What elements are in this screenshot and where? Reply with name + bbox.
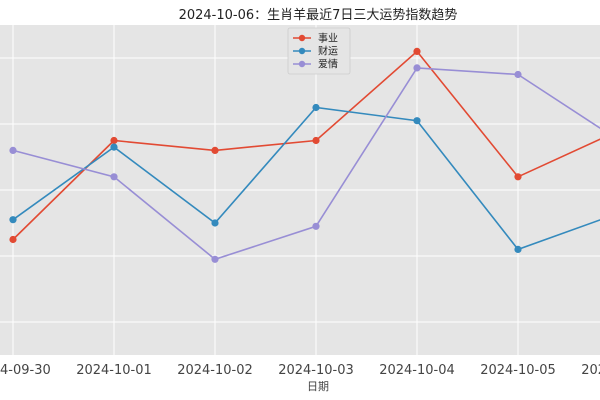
x-tick-label: 2024-10-05 — [480, 363, 556, 378]
legend-label: 财运 — [318, 45, 338, 58]
data-point — [211, 255, 219, 263]
series-1 — [9, 47, 600, 244]
legend-label: 爱情 — [318, 58, 338, 71]
data-point — [413, 117, 421, 125]
x-tick-label: 2024-10-04 — [379, 363, 455, 378]
data-point — [413, 47, 421, 56]
x-tick-label: 2024-09-30 — [0, 363, 51, 378]
series-2 — [9, 103, 600, 253]
data-point — [9, 216, 17, 224]
data-point — [413, 64, 421, 72]
data-point — [312, 103, 320, 112]
data-point — [514, 173, 522, 181]
data-point — [110, 173, 118, 181]
series-layer — [9, 47, 600, 263]
data-point — [9, 146, 17, 154]
data-point — [110, 143, 118, 151]
legend-item: 爱情 — [293, 58, 338, 71]
legend-item: 财运 — [293, 45, 338, 58]
data-point — [312, 136, 320, 145]
legend-item: 事业 — [293, 32, 338, 45]
x-tick-label: 2024-10-01 — [76, 363, 152, 378]
data-point — [211, 146, 219, 154]
x-axis-label: 日期 — [307, 380, 329, 393]
x-tick-label: 2024-10-03 — [278, 363, 354, 378]
data-point — [211, 219, 219, 227]
x-tick-label: 2024-10-02 — [177, 363, 253, 378]
data-point — [514, 245, 522, 253]
chart-title: 2024-10-06：生肖羊最近7日三大运势指数趋势 — [179, 7, 458, 23]
series-3 — [9, 64, 600, 263]
legend-marker — [298, 60, 306, 68]
data-point — [110, 136, 118, 145]
x-tick-labels: 2024-09-30 2024-10-01 2024-10-02 2024-10-03… — [0, 363, 600, 378]
legend-label: 事业 — [318, 32, 338, 45]
data-point — [514, 70, 522, 79]
legend-marker — [298, 47, 306, 55]
legend-marker — [298, 34, 306, 42]
x-tick-label: 2024-10-06 — [581, 363, 600, 378]
data-point — [312, 222, 320, 230]
data-point — [9, 235, 17, 244]
